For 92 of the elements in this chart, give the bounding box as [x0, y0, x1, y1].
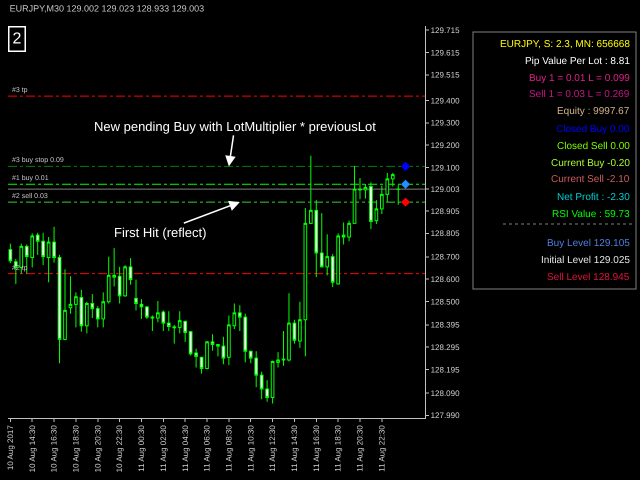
text: Current Sell -2.10: [551, 174, 630, 185]
y-tick-label: 129.200: [430, 141, 460, 150]
x-tick-label: 11 Aug 08:30: [224, 424, 234, 472]
candlestick: [336, 232, 340, 286]
candlestick: [161, 310, 166, 332]
text: Equity : 9997.67: [557, 106, 630, 117]
y-tick-label: 128.195: [430, 365, 460, 374]
candlestick: [156, 300, 160, 323]
candlestick: [304, 207, 308, 357]
y-tick-label: 128.295: [430, 343, 460, 352]
candlestick: [19, 243, 24, 274]
x-tick-label: 11 Aug 12:30: [268, 424, 278, 472]
y-tick-label: 129.100: [430, 163, 460, 172]
candlestick: [106, 256, 111, 304]
annotation: New pending Buy with LotMultiplier * previousLot: [94, 119, 376, 134]
candlestick: [166, 310, 171, 332]
y-tick-label: 129.400: [430, 96, 460, 106]
y-tick-label: 129.515: [430, 70, 460, 80]
x-tick-label: 10 Aug 14:30: [28, 424, 37, 472]
x-tick-label: 11 Aug 14:30: [290, 424, 300, 472]
chart-title: EURJPY,M30 129.002 129.023 128.933 129.003: [10, 3, 204, 14]
x-tick-label: 11 Aug 20:30: [356, 424, 365, 472]
candlestick: [134, 279, 138, 311]
candlestick: [41, 232, 45, 266]
candlestick: [85, 301, 89, 334]
y-tick-label: 129.615: [430, 48, 460, 58]
y-tick-label: 127.990: [430, 411, 460, 420]
candlestick: [320, 212, 324, 268]
annotation: 2: [12, 30, 22, 48]
y-tick-label: 129.715: [430, 26, 460, 36]
x-tick-label: 10 Aug 20:30: [93, 424, 102, 472]
y-tick-label: 128.090: [430, 388, 460, 398]
text: Current Buy -0.20: [551, 158, 630, 169]
x-tick-label: 11 Aug 02:30: [158, 424, 168, 472]
x-tick-label: 11 Aug 06:30: [202, 424, 212, 472]
text: Closed Sell 0.00: [557, 141, 630, 152]
candlestick: [178, 310, 182, 334]
candlestick: [330, 253, 335, 288]
candlestick: [101, 292, 106, 328]
candlestick: [325, 234, 330, 276]
x-tick-label: 10 Aug 16:30: [50, 424, 59, 472]
text: Closed Buy 0.00: [556, 124, 630, 135]
x-tick-label: 11 Aug 10:30: [246, 424, 256, 472]
candlestick: [188, 330, 192, 356]
x-tick-label: 10 Aug 22:30: [115, 424, 124, 472]
x-tick-label: 11 Aug 22:30: [377, 424, 386, 472]
text: EURJPY, S: 2.3, MN: 656668: [500, 39, 630, 50]
text: RSI Value : 59.73: [552, 209, 630, 220]
candlestick: [8, 243, 12, 264]
x-tick-label: 11 Aug 00:30: [137, 424, 146, 472]
candlestick: [314, 200, 318, 278]
candlestick: [172, 324, 176, 344]
y-tick-label: 128.395: [430, 320, 460, 330]
annotation: First Hit (reflect): [114, 225, 206, 240]
x-tick-label: 10 Aug 2017: [6, 424, 15, 470]
candlestick: [96, 306, 100, 328]
candlestick: [232, 302, 236, 330]
text: Sell 1 = 0.03 L = 0.269: [529, 89, 630, 100]
x-tick-label: 11 Aug 16:30: [312, 424, 321, 472]
y-tick-label: 128.700: [430, 252, 460, 262]
candlestick: [248, 350, 253, 364]
candlestick: [194, 348, 198, 368]
text: Initial Level 129.025: [541, 255, 630, 266]
candlestick: [260, 371, 264, 400]
y-tick-label: 128.905: [430, 206, 460, 216]
y-tick-label: 128.805: [430, 229, 460, 238]
candlestick: [112, 248, 116, 288]
candlestick: [36, 232, 40, 256]
text: Pip Value Per Lot : 8.81: [525, 56, 630, 67]
y-tick-label: 129.300: [430, 118, 460, 128]
text: Buy Level 129.105: [547, 238, 630, 249]
candlestick: [243, 313, 248, 363]
text: Sell Level 128.945: [547, 272, 630, 283]
candlestick: [118, 266, 122, 304]
candlestick: [183, 320, 188, 342]
x-tick-label: 11 Aug 04:30: [180, 424, 190, 472]
y-tick-label: 128.500: [430, 297, 460, 306]
y-tick-label: 129.003: [430, 184, 460, 194]
candlestick: [265, 380, 269, 402]
candlestick: [254, 350, 258, 388]
point: [400, 162, 410, 171]
point: [400, 198, 410, 207]
candlestick: [238, 304, 242, 332]
x-tick-label: 11 Aug 18:30: [334, 424, 343, 472]
candlestick: [14, 258, 18, 284]
x-tick-label: 10 Aug 18:30: [72, 424, 81, 472]
point: [400, 180, 410, 189]
text: Net Profit : -2.30: [557, 192, 630, 203]
y-tick-label: 128.600: [430, 274, 460, 284]
text: Buy 1 = 0.01 L = 0.099: [529, 73, 630, 84]
candlestick: [90, 294, 94, 318]
candlestick: [30, 232, 34, 268]
